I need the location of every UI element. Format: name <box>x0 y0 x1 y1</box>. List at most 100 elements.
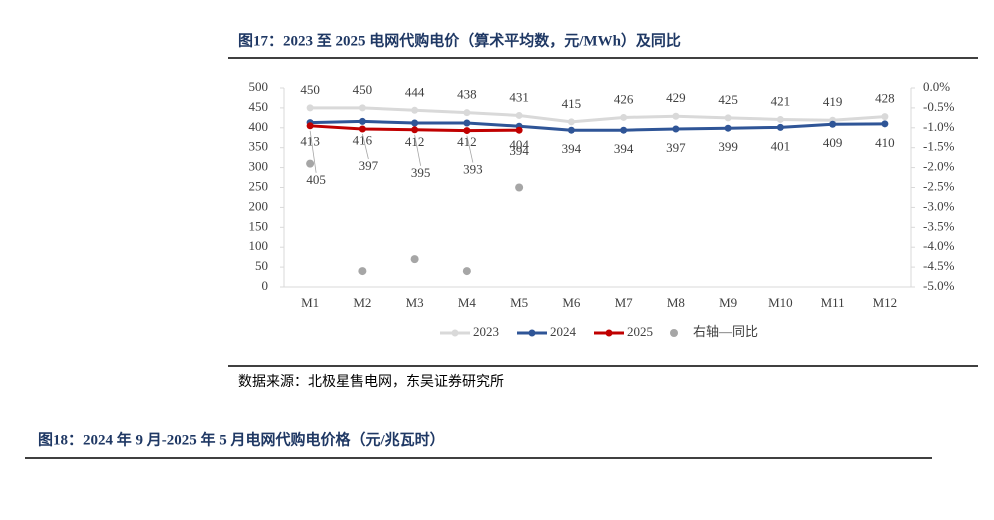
data-label: 399 <box>718 139 738 154</box>
point <box>306 122 314 130</box>
y-tick-label: 250 <box>249 178 269 193</box>
data-label: 394 <box>614 141 634 156</box>
data-label: 394 <box>562 141 582 156</box>
line <box>310 119 885 132</box>
y2-tick-label: -3.5% <box>923 218 955 233</box>
data-label: 429 <box>666 90 686 105</box>
point <box>306 104 314 112</box>
legend-label: 2024 <box>550 324 577 339</box>
legend-label: 2023 <box>473 324 499 339</box>
data-label: 421 <box>771 93 791 108</box>
data-label: 394 <box>509 143 529 158</box>
data-label: 426 <box>614 91 634 106</box>
data-label: 397 <box>666 140 686 155</box>
y-tick-label: 50 <box>255 258 268 273</box>
x-tick-label: M10 <box>768 295 793 310</box>
data-label: 412 <box>457 134 477 149</box>
data-label: 393 <box>463 162 483 177</box>
point <box>881 120 889 128</box>
point <box>463 127 471 135</box>
data-label: 401 <box>771 138 791 153</box>
y-tick-label: 500 <box>249 79 269 94</box>
x-tick-label: M1 <box>301 295 319 310</box>
y-tick-label: 200 <box>249 198 269 213</box>
data-label: 404 <box>509 137 529 152</box>
point <box>411 119 419 127</box>
legend-marker <box>605 329 613 337</box>
leader <box>361 133 369 160</box>
point <box>567 118 575 126</box>
data-label: 450 <box>353 82 373 97</box>
data-label: 405 <box>306 172 326 187</box>
point <box>411 126 419 134</box>
leader <box>309 130 317 173</box>
y-tick-label: 300 <box>249 159 269 174</box>
data-label: 444 <box>405 84 425 99</box>
x-tick-label: M4 <box>458 295 477 310</box>
x-tick-label: M11 <box>821 295 845 310</box>
point <box>672 112 680 120</box>
data-label: 413 <box>300 134 320 149</box>
line <box>310 106 885 124</box>
data-label: 438 <box>457 87 477 102</box>
point <box>515 126 523 134</box>
point <box>463 119 471 127</box>
data-label: 415 <box>562 96 582 111</box>
y2-tick-label: 0.0% <box>923 79 950 94</box>
point <box>776 115 784 123</box>
point <box>829 120 837 128</box>
legend-marker <box>528 329 536 337</box>
point <box>358 267 367 276</box>
point <box>463 109 471 117</box>
point <box>358 125 366 133</box>
y2-tick-label: -0.5% <box>923 99 955 114</box>
point <box>515 183 524 192</box>
y2-tick-label: -4.5% <box>923 258 955 273</box>
y2-tick-label: -2.5% <box>923 178 955 193</box>
x-tick-label: M3 <box>406 295 424 310</box>
y-tick-label: 450 <box>249 99 269 114</box>
point <box>410 255 419 264</box>
data-label: 431 <box>509 89 529 104</box>
x-tick-label: M5 <box>510 295 528 310</box>
x-tick-label: M12 <box>873 295 898 310</box>
data-label: 412 <box>405 134 425 149</box>
source: 数据来源：北极星售电网，东吴证券研究所 <box>238 374 504 390</box>
y2-tick-label: -1.5% <box>923 139 955 154</box>
point <box>567 126 575 134</box>
point <box>306 159 315 168</box>
y2-tick-label: -1.0% <box>923 119 955 134</box>
x-tick-label: M9 <box>719 295 737 310</box>
x-tick-label: M2 <box>353 295 371 310</box>
data-label: 428 <box>875 91 895 106</box>
point <box>881 113 889 121</box>
point <box>411 106 419 114</box>
data-label: 409 <box>823 135 843 150</box>
y2-tick-label: -2.0% <box>923 159 955 174</box>
data-label: 419 <box>823 94 843 109</box>
point <box>358 117 366 125</box>
y-tick-label: 150 <box>249 218 269 233</box>
chart-title: 图17：2023 至 2025 电网代购电价（算术平均数，元/MWh）及同比 <box>238 31 681 49</box>
legend-marker <box>451 329 459 337</box>
point <box>620 126 628 134</box>
data-label: 397 <box>359 158 379 173</box>
y-tick-label: 100 <box>249 238 269 253</box>
legend-marker <box>670 329 678 337</box>
point <box>724 124 732 132</box>
data-label: 450 <box>300 82 320 97</box>
data-label: 416 <box>353 132 373 147</box>
y-tick-label: 350 <box>249 139 269 154</box>
x-tick-label: M6 <box>562 295 581 310</box>
point <box>515 111 523 119</box>
y-tick-label: 0 <box>262 278 269 293</box>
point <box>358 104 366 112</box>
point <box>724 114 732 122</box>
leader <box>466 135 474 163</box>
data-label: 425 <box>718 92 738 107</box>
data-label: 395 <box>411 165 431 180</box>
point <box>462 267 471 276</box>
y2-tick-label: -4.0% <box>923 238 955 253</box>
point <box>776 123 784 131</box>
